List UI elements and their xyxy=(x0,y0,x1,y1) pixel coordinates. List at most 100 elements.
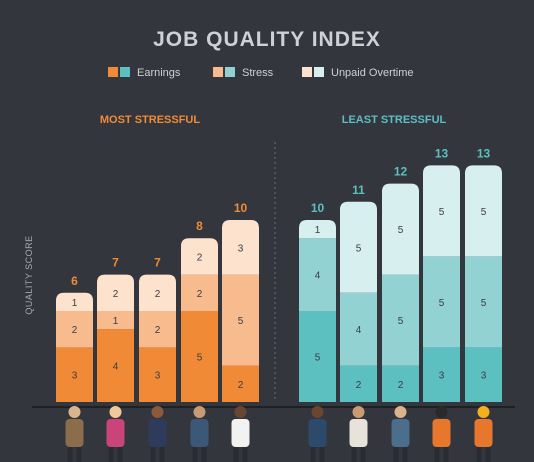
bar-segment-unpaid-overtime xyxy=(181,238,218,275)
segment-value-label: 3 xyxy=(155,371,161,382)
segment-value-label: 2 xyxy=(113,289,119,300)
legend: Earnings Stress Unpaid Overtime xyxy=(108,67,414,79)
bar-segment-earnings xyxy=(222,365,259,402)
bar-total-label: 6 xyxy=(71,274,78,288)
worker-body xyxy=(231,419,250,447)
legend-label: Stress xyxy=(242,67,274,79)
worker-head xyxy=(151,406,164,418)
bar-total-label: 7 xyxy=(112,256,119,270)
worker-body xyxy=(432,419,451,447)
worker-leg xyxy=(76,447,82,462)
segment-value-label: 5 xyxy=(356,243,362,254)
bar-segment-unpaid-overtime xyxy=(423,165,460,257)
bar-segment-stress xyxy=(423,256,460,348)
worker-leg xyxy=(476,447,482,462)
worker-head xyxy=(311,406,324,418)
segment-value-label: 5 xyxy=(315,353,321,364)
bar-total-label: 7 xyxy=(154,256,161,270)
worker-leg xyxy=(67,447,73,462)
bar-segment-stress xyxy=(181,274,218,311)
segment-value-label: 2 xyxy=(155,325,161,336)
segment-value-label: 5 xyxy=(439,298,445,309)
legend-label: Earnings xyxy=(137,67,181,79)
legend-swatch xyxy=(120,67,130,77)
worker-leg xyxy=(108,447,114,462)
bar-total-label: 11 xyxy=(352,183,365,197)
bar-segment-earnings xyxy=(299,311,336,402)
segment-value-label: 2 xyxy=(197,289,203,300)
bar-segment-earnings xyxy=(382,365,419,402)
worker-leg xyxy=(242,447,248,462)
worker-body xyxy=(106,419,125,447)
legend-swatch xyxy=(108,67,118,77)
bar-segment-stress xyxy=(222,274,259,366)
bar-segment-earnings xyxy=(181,311,218,402)
legend-swatch xyxy=(213,67,223,77)
worker-leg xyxy=(393,447,399,462)
worker-leg xyxy=(150,447,156,462)
worker-body xyxy=(148,419,167,447)
segment-value-label: 5 xyxy=(398,225,404,236)
bar-segment-stress xyxy=(382,274,419,366)
segment-value-label: 4 xyxy=(113,362,119,373)
group-label-most-stressful: MOST STRESSFUL xyxy=(100,114,201,126)
legend-label: Unpaid Overtime xyxy=(331,67,414,79)
worker-leg xyxy=(434,447,440,462)
worker-head xyxy=(394,406,407,418)
chart-title: JOB QUALITY INDEX xyxy=(153,28,381,51)
segment-value-label: 2 xyxy=(238,380,244,391)
bars: 3216412732275228253105411024511255123551… xyxy=(56,146,502,402)
bar-total-label: 8 xyxy=(196,219,203,233)
worker-leg xyxy=(443,447,449,462)
bar-total-label: 13 xyxy=(435,146,449,160)
bar-segment-unpaid-overtime xyxy=(465,165,502,257)
worker-leg xyxy=(319,447,325,462)
worker-head xyxy=(477,406,490,418)
segment-value-label: 4 xyxy=(356,325,362,336)
worker-leg xyxy=(233,447,239,462)
worker-head xyxy=(435,406,448,418)
worker-leg xyxy=(351,447,357,462)
segment-value-label: 3 xyxy=(439,371,445,382)
bar-segment-stress xyxy=(340,292,377,366)
bar-segment-unpaid-overtime xyxy=(56,292,93,311)
bar-segment-stress xyxy=(465,256,502,348)
worker-leg xyxy=(192,447,198,462)
worker-body xyxy=(190,419,209,447)
bar-segment-earnings xyxy=(465,347,502,402)
worker-leg xyxy=(159,447,165,462)
legend-swatch xyxy=(302,67,312,77)
worker-leg xyxy=(201,447,207,462)
bar-segment-unpaid-overtime xyxy=(382,183,419,275)
segment-value-label: 5 xyxy=(238,316,244,327)
worker-leg xyxy=(402,447,408,462)
segment-value-label: 4 xyxy=(315,271,321,282)
legend-swatch xyxy=(314,67,324,77)
worker-head xyxy=(193,406,206,418)
bar-total-label: 13 xyxy=(477,146,491,160)
bar-segment-earnings xyxy=(340,365,377,402)
segment-value-label: 5 xyxy=(439,207,445,218)
worker-body xyxy=(65,419,84,447)
worker-body xyxy=(308,419,327,447)
worker-leg xyxy=(485,447,491,462)
worker-head xyxy=(234,406,247,418)
segment-value-label: 1 xyxy=(113,316,119,327)
segment-value-label: 2 xyxy=(155,289,161,300)
bar-segment-unpaid-overtime xyxy=(139,274,176,311)
worker-leg xyxy=(360,447,366,462)
segment-value-label: 3 xyxy=(481,371,487,382)
worker-body xyxy=(391,419,410,447)
bar-segment-earnings xyxy=(423,347,460,402)
bar-segment-earnings xyxy=(139,347,176,402)
bar-segment-stress xyxy=(139,311,176,348)
bar-total-label: 10 xyxy=(311,201,325,215)
segment-value-label: 5 xyxy=(197,353,203,364)
worker-body xyxy=(474,419,493,447)
worker-head xyxy=(68,406,81,418)
bar-segment-stress xyxy=(97,311,134,330)
segment-value-label: 1 xyxy=(315,225,321,236)
worker-illustrations xyxy=(65,406,493,462)
segment-value-label: 2 xyxy=(398,380,404,391)
